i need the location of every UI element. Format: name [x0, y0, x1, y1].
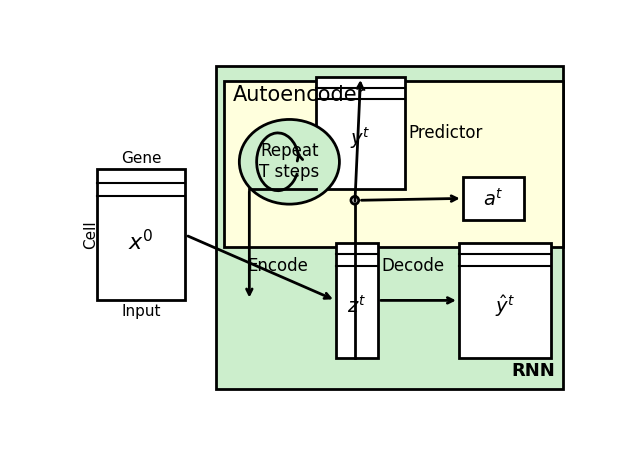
Text: Decode: Decode — [381, 257, 444, 275]
Text: $a^t$: $a^t$ — [483, 187, 504, 209]
Text: Autoencoder: Autoencoder — [233, 85, 366, 105]
Bar — [224, 81, 563, 247]
Text: $y^t$: $y^t$ — [350, 126, 371, 152]
Bar — [97, 170, 185, 301]
Text: Gene: Gene — [121, 151, 162, 166]
Bar — [459, 243, 551, 358]
Bar — [316, 77, 405, 189]
Text: $z^t$: $z^t$ — [347, 295, 366, 317]
Text: $\hat{y}^t$: $\hat{y}^t$ — [495, 293, 515, 319]
Bar — [216, 66, 563, 389]
Ellipse shape — [240, 119, 339, 204]
Bar — [335, 243, 378, 358]
Circle shape — [351, 197, 358, 204]
Text: Encode: Encode — [247, 257, 308, 275]
Text: Repeat
T steps: Repeat T steps — [259, 142, 320, 181]
Text: $x^0$: $x^0$ — [128, 229, 154, 254]
Text: RNN: RNN — [511, 362, 555, 380]
Text: Input: Input — [121, 304, 161, 319]
Bar — [463, 177, 524, 220]
Text: Predictor: Predictor — [409, 124, 483, 142]
Text: Cell: Cell — [83, 220, 98, 249]
